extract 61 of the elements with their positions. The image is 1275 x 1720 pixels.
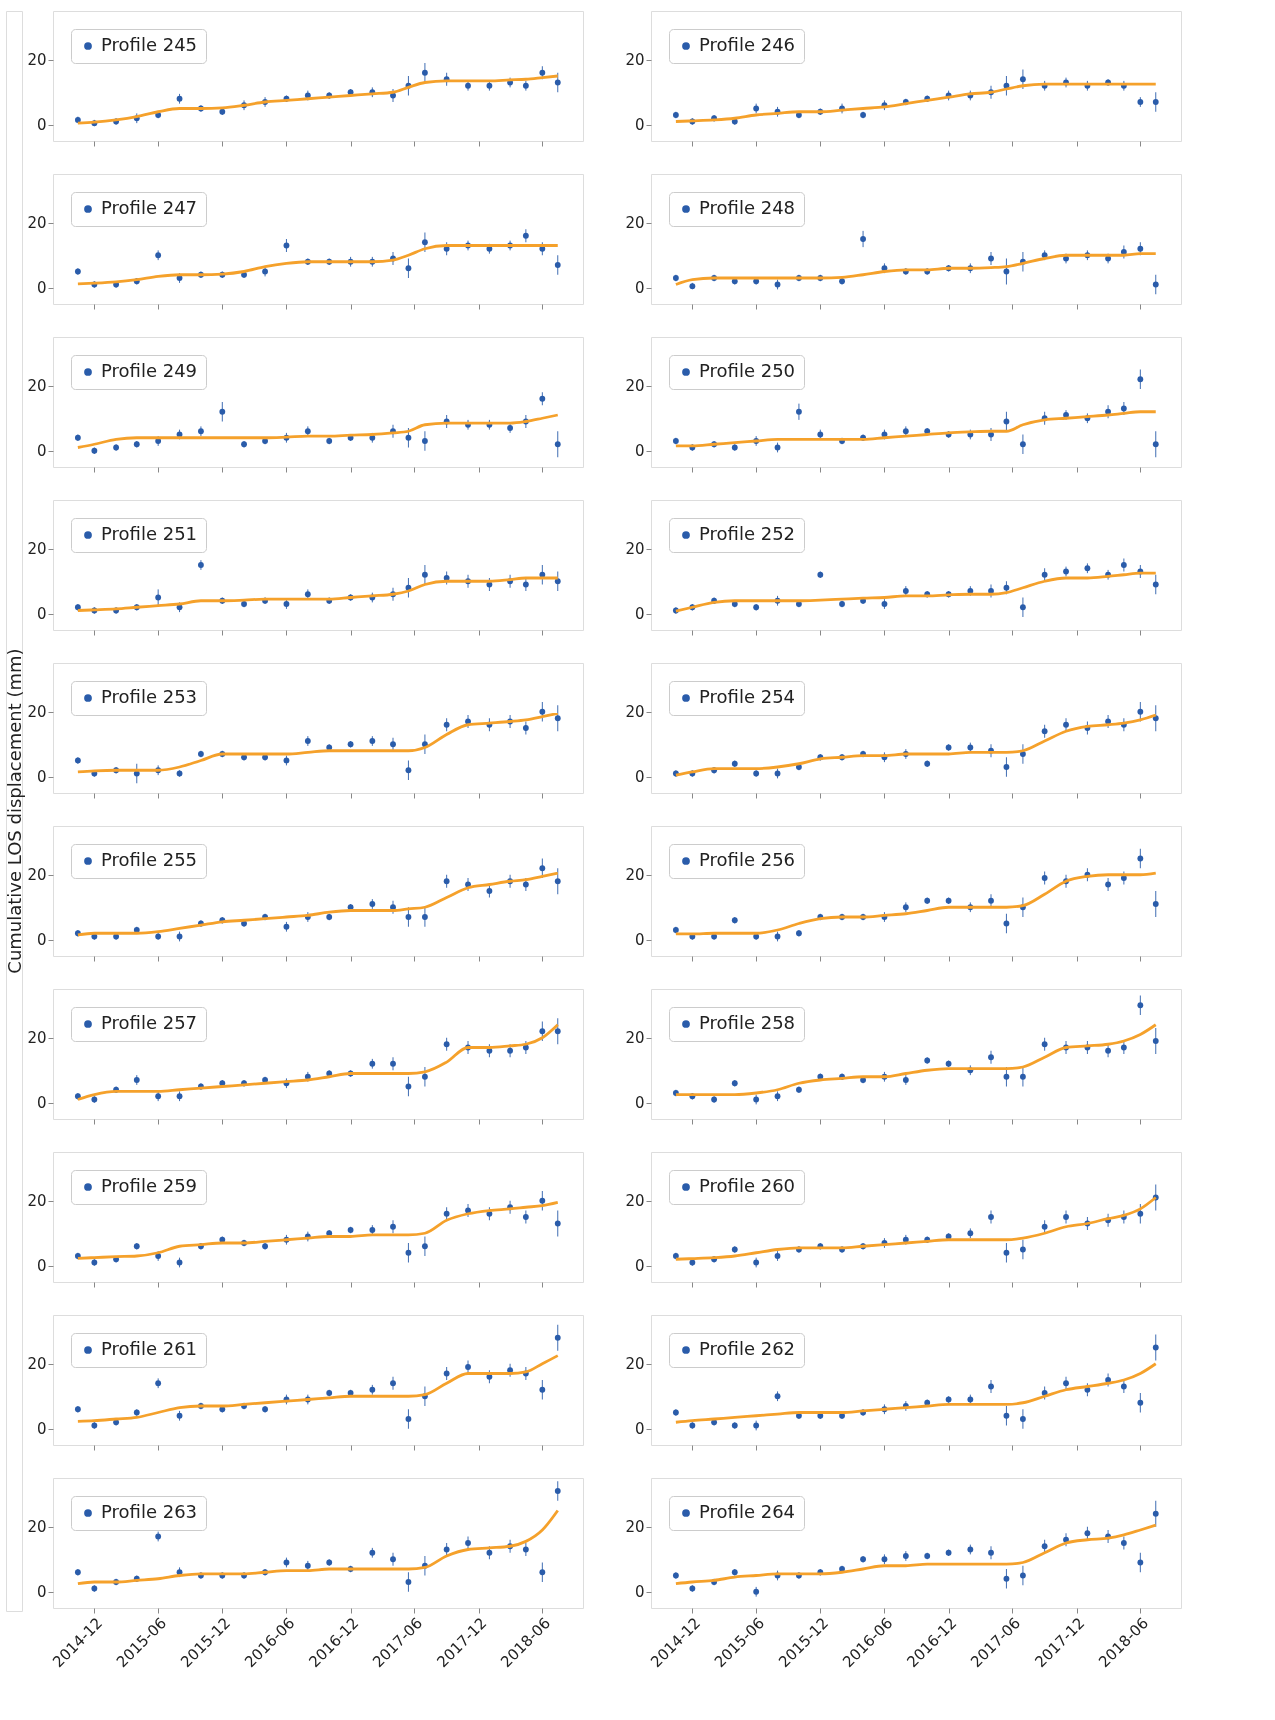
y-tick-label: 20: [27, 703, 47, 722]
y-tick-label: 0: [36, 768, 47, 787]
y-tick-label: 20: [27, 377, 47, 396]
y-tick-label: 20: [27, 866, 47, 885]
y-tick-label: 20: [625, 1355, 645, 1374]
y-tick-label: 20: [625, 51, 645, 70]
legend-label: Profile 259: [101, 1175, 198, 1196]
y-tick-label: 0: [36, 1257, 47, 1276]
legend-label: Profile 261: [101, 1338, 198, 1359]
y-tick-label: 0: [634, 931, 645, 950]
y-tick-label: 20: [625, 377, 645, 396]
y-tick-label: 0: [36, 1094, 47, 1113]
legend-label: Profile 250: [699, 360, 796, 381]
legend-label: Profile 262: [699, 1338, 796, 1359]
y-tick-label: 20: [27, 1355, 47, 1374]
y-tick-label: 20: [625, 1518, 645, 1537]
legend-label: Profile 252: [699, 523, 796, 544]
y-tick-label: 0: [634, 605, 645, 624]
legend-label: Profile 255: [101, 849, 198, 870]
legend-label: Profile 246: [699, 34, 796, 55]
legend-label: Profile 263: [101, 1501, 198, 1522]
y-tick-label: 0: [634, 1257, 645, 1276]
y-tick-label: 0: [634, 1094, 645, 1113]
legend-label: Profile 264: [699, 1501, 796, 1522]
y-axis-title: Cumulative LOS displacement (mm): [4, 648, 25, 974]
y-tick-label: 0: [634, 442, 645, 461]
y-tick-label: 0: [36, 116, 47, 135]
y-tick-label: 20: [625, 1029, 645, 1048]
y-tick-label: 20: [27, 540, 47, 559]
legend-label: Profile 258: [699, 1012, 796, 1033]
y-tick-label: 20: [625, 866, 645, 885]
y-tick-label: 0: [36, 605, 47, 624]
y-tick-label: 20: [27, 51, 47, 70]
y-tick-label: 20: [27, 1518, 47, 1537]
legend-label: Profile 254: [699, 686, 796, 707]
legend-label: Profile 260: [699, 1175, 796, 1196]
y-tick-label: 0: [634, 1583, 645, 1602]
legend-label: Profile 248: [699, 197, 796, 218]
legend-label: Profile 257: [101, 1012, 198, 1033]
y-tick-label: 0: [36, 1583, 47, 1602]
legend-label: Profile 249: [101, 360, 198, 381]
y-tick-label: 20: [625, 540, 645, 559]
y-tick-label: 0: [36, 1420, 47, 1439]
legend-label: Profile 247: [101, 197, 198, 218]
y-tick-label: 0: [36, 931, 47, 950]
y-tick-label: 20: [625, 214, 645, 233]
y-tick-label: 0: [634, 279, 645, 298]
legend-label: Profile 245: [101, 34, 198, 55]
y-tick-label: 0: [36, 279, 47, 298]
y-tick-label: 20: [27, 1029, 47, 1048]
y-tick-label: 20: [625, 1192, 645, 1211]
y-tick-label: 0: [634, 1420, 645, 1439]
legend-label: Profile 251: [101, 523, 198, 544]
legend-label: Profile 253: [101, 686, 198, 707]
y-tick-label: 20: [27, 1192, 47, 1211]
y-tick-label: 20: [625, 703, 645, 722]
y-tick-label: 0: [36, 442, 47, 461]
legend-label: Profile 256: [699, 849, 796, 870]
y-tick-label: 0: [634, 116, 645, 135]
y-tick-label: 0: [634, 768, 645, 787]
y-tick-label: 20: [27, 214, 47, 233]
